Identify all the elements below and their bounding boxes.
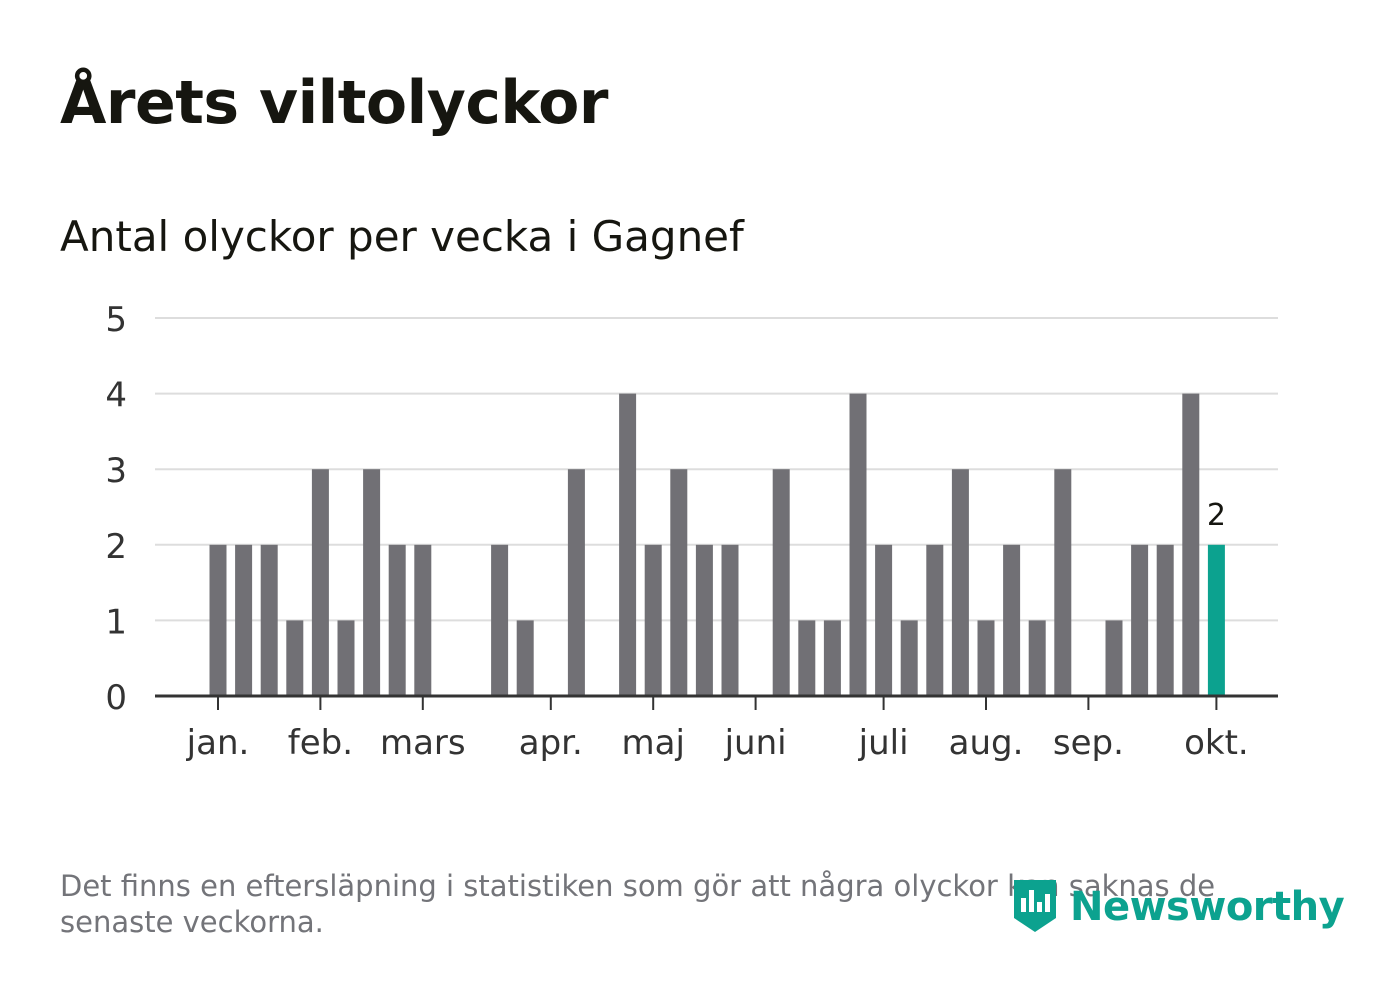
- x-tick-label: juli: [858, 723, 909, 763]
- bar: [619, 393, 637, 696]
- bar: [772, 469, 790, 696]
- x-tick-label: apr.: [519, 723, 583, 763]
- x-tick-label: juni: [724, 723, 787, 763]
- bar: [337, 620, 355, 696]
- bar: [388, 544, 406, 696]
- bar: [823, 620, 841, 696]
- x-tick-label: feb.: [288, 723, 353, 763]
- bar: [491, 544, 509, 696]
- logo-text: Newsworthy: [1070, 884, 1345, 930]
- bar: [286, 620, 304, 696]
- bar: [1156, 544, 1174, 696]
- x-tick-label: maj: [621, 723, 684, 763]
- newsworthy-logo-icon: [1014, 880, 1056, 932]
- y-tick-label: 4: [105, 376, 127, 416]
- bar: [977, 620, 995, 696]
- bar: [721, 544, 739, 696]
- x-tick-label: aug.: [949, 723, 1024, 763]
- bar: [363, 469, 381, 696]
- bar: [695, 544, 713, 696]
- y-tick-label: 3: [105, 451, 127, 491]
- bar: [951, 469, 969, 696]
- bar: [1105, 620, 1123, 696]
- bar: [1054, 469, 1072, 696]
- bar: [798, 620, 816, 696]
- x-tick-label: mars: [380, 723, 466, 763]
- chart-title: Årets viltolyckor: [60, 68, 609, 138]
- data-label: 2: [1207, 498, 1226, 533]
- bar: [260, 544, 278, 696]
- y-tick-label: 2: [105, 527, 127, 567]
- bar: [900, 620, 918, 696]
- bar: [1003, 544, 1021, 696]
- bar: [644, 544, 662, 696]
- bar: [516, 620, 534, 696]
- y-tick-label: 1: [105, 602, 127, 642]
- bar: [1028, 620, 1046, 696]
- bar: [849, 393, 867, 696]
- bar: [311, 469, 329, 696]
- x-tick-label: jan.: [186, 723, 250, 763]
- bar: [1182, 393, 1200, 696]
- bar: [414, 544, 432, 696]
- chart-subtitle: Antal olyckor per vecka i Gagnef: [60, 212, 744, 261]
- bar: [1131, 544, 1149, 696]
- y-tick-label: 0: [105, 678, 127, 718]
- bar: [209, 544, 227, 696]
- bar: [875, 544, 893, 696]
- bar: [235, 544, 253, 696]
- bar-highlight: [1207, 544, 1225, 696]
- x-tick-label: sep.: [1053, 723, 1124, 763]
- x-tick-label: okt.: [1184, 723, 1249, 763]
- y-tick-label: 5: [105, 300, 127, 340]
- newsworthy-logo: Newsworthy: [1010, 876, 1345, 938]
- bar: [670, 469, 688, 696]
- bar: [567, 469, 585, 696]
- bar: [926, 544, 944, 696]
